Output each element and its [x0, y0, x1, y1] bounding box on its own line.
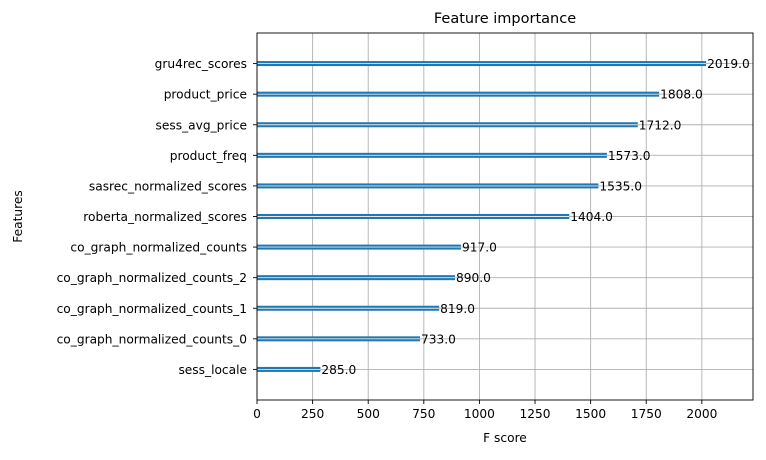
bar-value-labels: 2019.0 1808.0 1712.0 1573.0 1535.0 1404.0 917.…	[321, 57, 749, 377]
x-tick-label: 1500	[575, 407, 606, 421]
x-tick-label: 250	[301, 407, 324, 421]
x-tick-label: 2000	[686, 407, 717, 421]
bar-value-label: 1535.0	[599, 179, 642, 193]
y-tick-label: co_graph_normalized_counts	[70, 241, 247, 255]
y-axis-label: Features	[11, 190, 25, 242]
bar-value-label: 2019.0	[707, 57, 750, 71]
x-tick-label: 1000	[464, 407, 495, 421]
bars	[257, 61, 707, 372]
x-tick-label: 750	[412, 407, 435, 421]
bar-value-label: 1808.0	[660, 88, 703, 102]
x-tick-label: 500	[357, 407, 380, 421]
y-tick-label: product_freq	[170, 149, 247, 163]
bar-value-label: 890.0	[456, 271, 491, 285]
x-tick-label: 1750	[631, 407, 662, 421]
bar-value-label: 733.0	[421, 332, 456, 346]
bar-value-label: 285.0	[321, 363, 356, 377]
x-tick-label: 1250	[520, 407, 551, 421]
x-tick-label: 0	[253, 407, 261, 421]
bar-value-label: 1573.0	[608, 149, 651, 163]
y-tick-label: gru4rec_scores	[155, 57, 247, 71]
bar-value-label: 1712.0	[639, 118, 682, 132]
y-tick-label: co_graph_normalized_counts_2	[57, 271, 247, 285]
chart-title: Feature importance	[434, 11, 576, 27]
y-tick-label: co_graph_normalized_counts_0	[57, 332, 247, 346]
bar-value-label: 917.0	[462, 241, 497, 255]
bar-value-label: 1404.0	[570, 210, 613, 224]
y-tick-label: co_graph_normalized_counts_1	[57, 302, 247, 316]
y-tick-label: sess_avg_price	[156, 118, 247, 132]
y-tick-label: sess_locale	[178, 363, 247, 377]
bar-value-label: 819.0	[440, 302, 475, 316]
x-axis-label: F score	[483, 431, 527, 445]
y-tick-label: product_price	[164, 88, 247, 102]
y-tick-label: sasrec_normalized_scores	[89, 179, 247, 193]
y-tick-label: roberta_normalized_scores	[83, 210, 247, 224]
axis-ticks: 0 250 500 750 1000 1250 1500 1750 2000 gru4rec_sc…	[57, 57, 718, 421]
